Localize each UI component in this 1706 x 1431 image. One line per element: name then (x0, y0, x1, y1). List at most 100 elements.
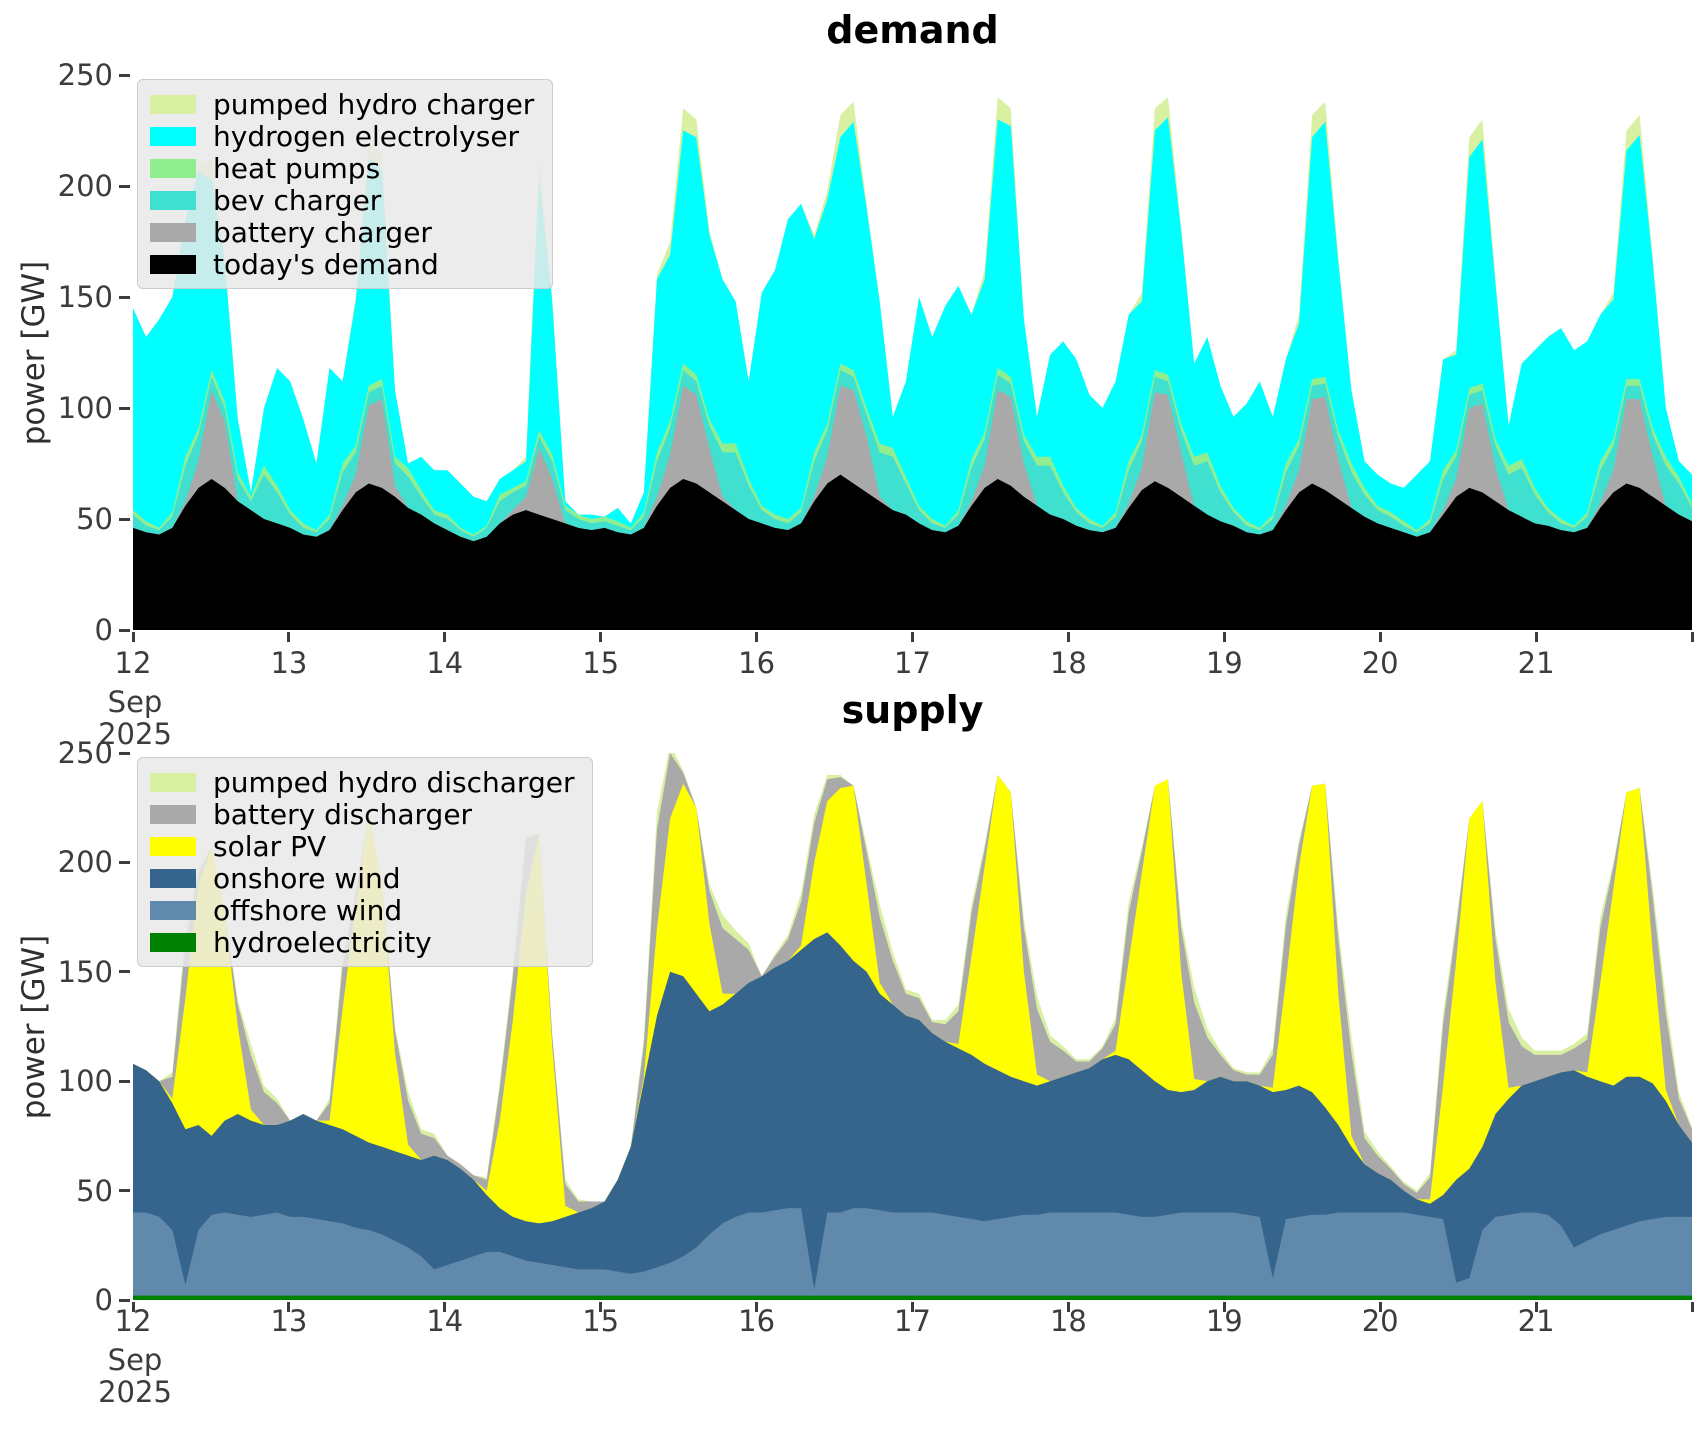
legend-swatch-bev-charger (150, 190, 196, 210)
x-tick-label: 15 (582, 1304, 620, 1338)
y-tick-label: 200 (57, 845, 113, 880)
demand-plot-area (133, 97, 1692, 630)
demand-y-axis-label: power [GW] (16, 260, 52, 445)
legend-swatch-hydrogen-electrolyser (150, 126, 196, 146)
legend-label-heat-pumps: heat pumps (213, 151, 381, 185)
y-tick-label: 0 (94, 1283, 113, 1317)
x-tick-mark (1066, 1302, 1070, 1312)
legend-swatch-onshore-wind (150, 868, 196, 888)
x-tick-label: 14 (426, 646, 464, 680)
x-tick-label: 12 (114, 1304, 152, 1338)
x-tick-label: 20 (1361, 1304, 1399, 1338)
legend-item-today-s-demand: today's demand (150, 247, 534, 281)
supply-legend: pumped hydro discharger battery discharge… (137, 757, 594, 967)
x-tick-label: 12 (114, 646, 152, 680)
legend-swatch-pumped-hydro-charger (150, 94, 196, 114)
y-tick-label: 250 (57, 736, 113, 770)
legend-label-solar-pv: solar PV (213, 829, 327, 863)
x-tick-label: 19 (1205, 646, 1243, 680)
y-tick-mark (119, 517, 130, 521)
legend-item-hydrogen-electrolyser: hydrogen electrolyser (150, 119, 534, 153)
x-tick-mark (287, 632, 291, 642)
x-tick-mark (1378, 1302, 1382, 1312)
demand-axis-month: Sep (107, 685, 163, 719)
legend-swatch-hydroelectricity (150, 932, 196, 952)
legend-item-solar-pv: solar PV (150, 829, 574, 863)
legend-swatch-offshore-wind (150, 900, 196, 920)
x-tick-mark (287, 1302, 291, 1312)
legend-label-offshore-wind: offshore wind (213, 893, 403, 927)
x-tick-label: 21 (1517, 1304, 1555, 1338)
x-tick-mark (911, 632, 914, 642)
x-tick-mark (1066, 632, 1070, 642)
legend-swatch-pumped-hydro-discharger (150, 772, 196, 792)
legend-item-pumped-hydro-charger: pumped hydro charger (150, 87, 535, 121)
x-tick-mark (1378, 632, 1382, 642)
legend-label-onshore-wind: onshore wind (213, 861, 401, 895)
demand-legend: pumped hydro charger hydrogen electrolyse… (137, 79, 554, 289)
x-tick-mark (1534, 1302, 1538, 1312)
y-tick-label: 0 (94, 613, 113, 647)
demand-chart-title: demand (826, 8, 999, 52)
supply-axis-month: Sep (107, 1343, 163, 1377)
x-tick-mark (1534, 632, 1538, 642)
legend-label-today-s-demand: today's demand (213, 247, 439, 281)
legend-label-battery-discharger: battery discharger (213, 797, 473, 831)
legend-swatch-battery-discharger (150, 804, 196, 824)
y-tick-label: 150 (57, 280, 113, 314)
x-tick-label: 17 (894, 646, 931, 680)
demand-x-axis-date-note: Sep 2025 (98, 686, 172, 750)
legend-label-battery-charger: battery charger (213, 215, 432, 249)
x-tick-label: 19 (1205, 1304, 1243, 1338)
legend-item-battery-charger: battery charger (150, 215, 534, 249)
y-tick-label: 150 (57, 954, 113, 989)
legend-item-onshore-wind: onshore wind (150, 861, 574, 895)
x-tick-mark (443, 632, 447, 642)
supply-axis-year: 2025 (98, 1375, 172, 1409)
demand-axis-year: 2025 (98, 717, 172, 751)
supply-x-axis-date-note: Sep 2025 (98, 1344, 172, 1408)
y-tick-mark (119, 184, 130, 188)
x-tick-label: 13 (270, 646, 308, 680)
y-tick-mark (119, 1189, 130, 1193)
supply-chart-title: supply (841, 688, 984, 732)
x-tick-mark (599, 1302, 603, 1312)
legend-swatch-solar-pv (150, 836, 196, 856)
legend-item-heat-pumps: heat pumps (150, 151, 534, 185)
legend-item-hydroelectricity: hydroelectricity (150, 926, 574, 959)
x-tick-label: 14 (426, 1304, 464, 1338)
x-tick-mark (599, 632, 603, 642)
legend-item-battery-discharger: battery discharger (150, 797, 574, 831)
y-tick-mark (119, 406, 130, 410)
legend-item-offshore-wind: offshore wind (150, 893, 574, 927)
y-tick-mark (119, 295, 130, 299)
y-tick-mark (119, 751, 130, 755)
legend-item-bev-charger: bev charger (150, 183, 534, 217)
legend-label-pumped-hydro-charger: pumped hydro charger (213, 87, 535, 121)
x-tick-label: 16 (738, 1304, 776, 1338)
y-tick-label: 100 (57, 1064, 113, 1099)
x-tick-mark (443, 1302, 447, 1312)
x-tick-mark (755, 632, 759, 642)
y-tick-mark (119, 1298, 130, 1302)
x-tick-label: 15 (582, 646, 620, 680)
x-tick-label: 18 (1049, 1304, 1087, 1338)
y-tick-label: 200 (57, 169, 113, 203)
legend-item-pumped-hydro-discharger: pumped hydro discharger (150, 765, 575, 799)
y-tick-mark (119, 860, 130, 864)
series-area-hydroelectricity (133, 1295, 1692, 1300)
x-tick-mark (755, 1302, 759, 1312)
x-tick-label: 18 (1049, 646, 1087, 680)
x-tick-mark (1222, 1302, 1226, 1312)
legend-label-hydrogen-electrolyser: hydrogen electrolyser (213, 119, 520, 153)
legend-label-pumped-hydro-discharger: pumped hydro discharger (213, 765, 575, 799)
x-tick-label: 17 (894, 1304, 931, 1338)
y-tick-label: 100 (57, 391, 113, 425)
x-tick-mark (131, 632, 135, 642)
x-tick-label: 16 (738, 646, 776, 680)
y-tick-mark (119, 628, 130, 632)
legend-label-bev-charger: bev charger (213, 183, 382, 217)
y-tick-mark (119, 1079, 130, 1083)
x-tick-mark (131, 1302, 135, 1312)
x-tick-mark (1690, 1302, 1694, 1312)
